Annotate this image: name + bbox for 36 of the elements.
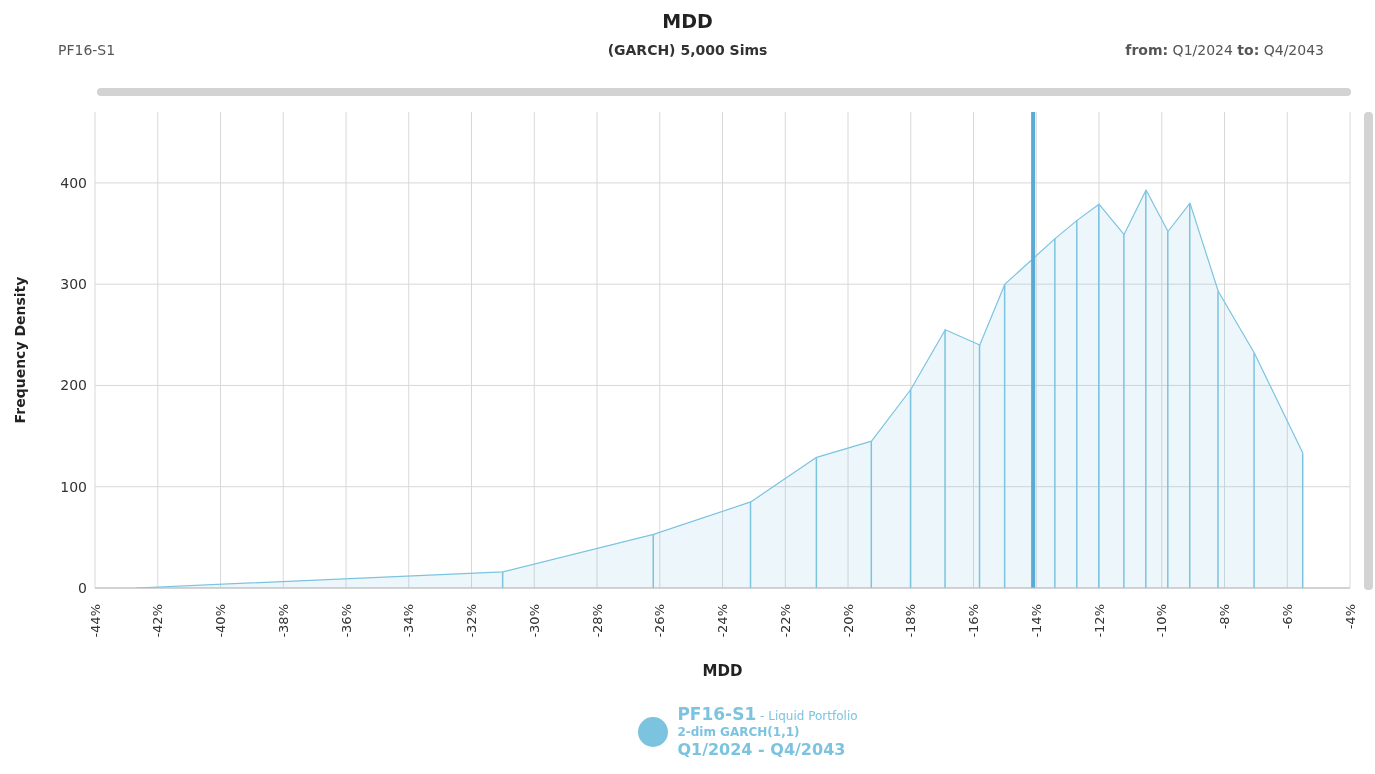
x-tick-label: -24% xyxy=(715,604,730,638)
y-tick-label: 0 xyxy=(78,579,87,596)
x-tick-label: -42% xyxy=(150,604,166,638)
y-tick-label: 100 xyxy=(60,478,87,495)
x-tick-label: -4% xyxy=(1342,604,1358,630)
x-tick-label: -8% xyxy=(1217,604,1232,630)
x-tick-label: -26% xyxy=(652,604,668,638)
x-tick-label: -44% xyxy=(87,604,103,638)
y-axis-title: Frequency Density xyxy=(11,276,28,424)
text: - Liquid Portfolio xyxy=(759,709,858,723)
x-tick-label: -40% xyxy=(213,604,228,638)
y-tick-label: 200 xyxy=(60,377,87,394)
text: Q1/2024 - Q4/2043 xyxy=(677,740,847,761)
x-tick-label: -28% xyxy=(589,604,605,638)
x-tick-label: -20% xyxy=(840,604,856,638)
x-tick-label: -38% xyxy=(275,604,291,638)
text: 2-dim GARCH(1,1) xyxy=(677,725,801,741)
x-tick-label: -32% xyxy=(464,604,479,638)
x-tick-label: -34% xyxy=(401,604,417,638)
text: PF16-S1 xyxy=(58,42,116,58)
x-tick-label: -10% xyxy=(1154,604,1170,638)
x-tick-label: -22% xyxy=(777,604,793,638)
y-tick-label: 400 xyxy=(60,174,87,191)
x-tick-label: -30% xyxy=(526,604,542,638)
chart-title: MDD xyxy=(661,10,714,32)
x-tick-label: -14% xyxy=(1028,604,1044,638)
x-axis-title: MDD xyxy=(702,662,743,680)
text: from: Q1/2024 to: Q4/2043 xyxy=(1125,42,1324,58)
x-tick-label: -16% xyxy=(966,604,981,638)
text: PF16-S1 xyxy=(677,704,757,724)
x-tick-label: -12% xyxy=(1091,604,1107,638)
x-tick-label: -6% xyxy=(1279,604,1295,630)
y-tick-label: 300 xyxy=(60,276,87,293)
x-tick-label: -36% xyxy=(338,604,354,638)
x-tick-label: -18% xyxy=(903,604,919,638)
chart-subtitle: (GARCH) 5,000 Sims xyxy=(607,42,768,58)
